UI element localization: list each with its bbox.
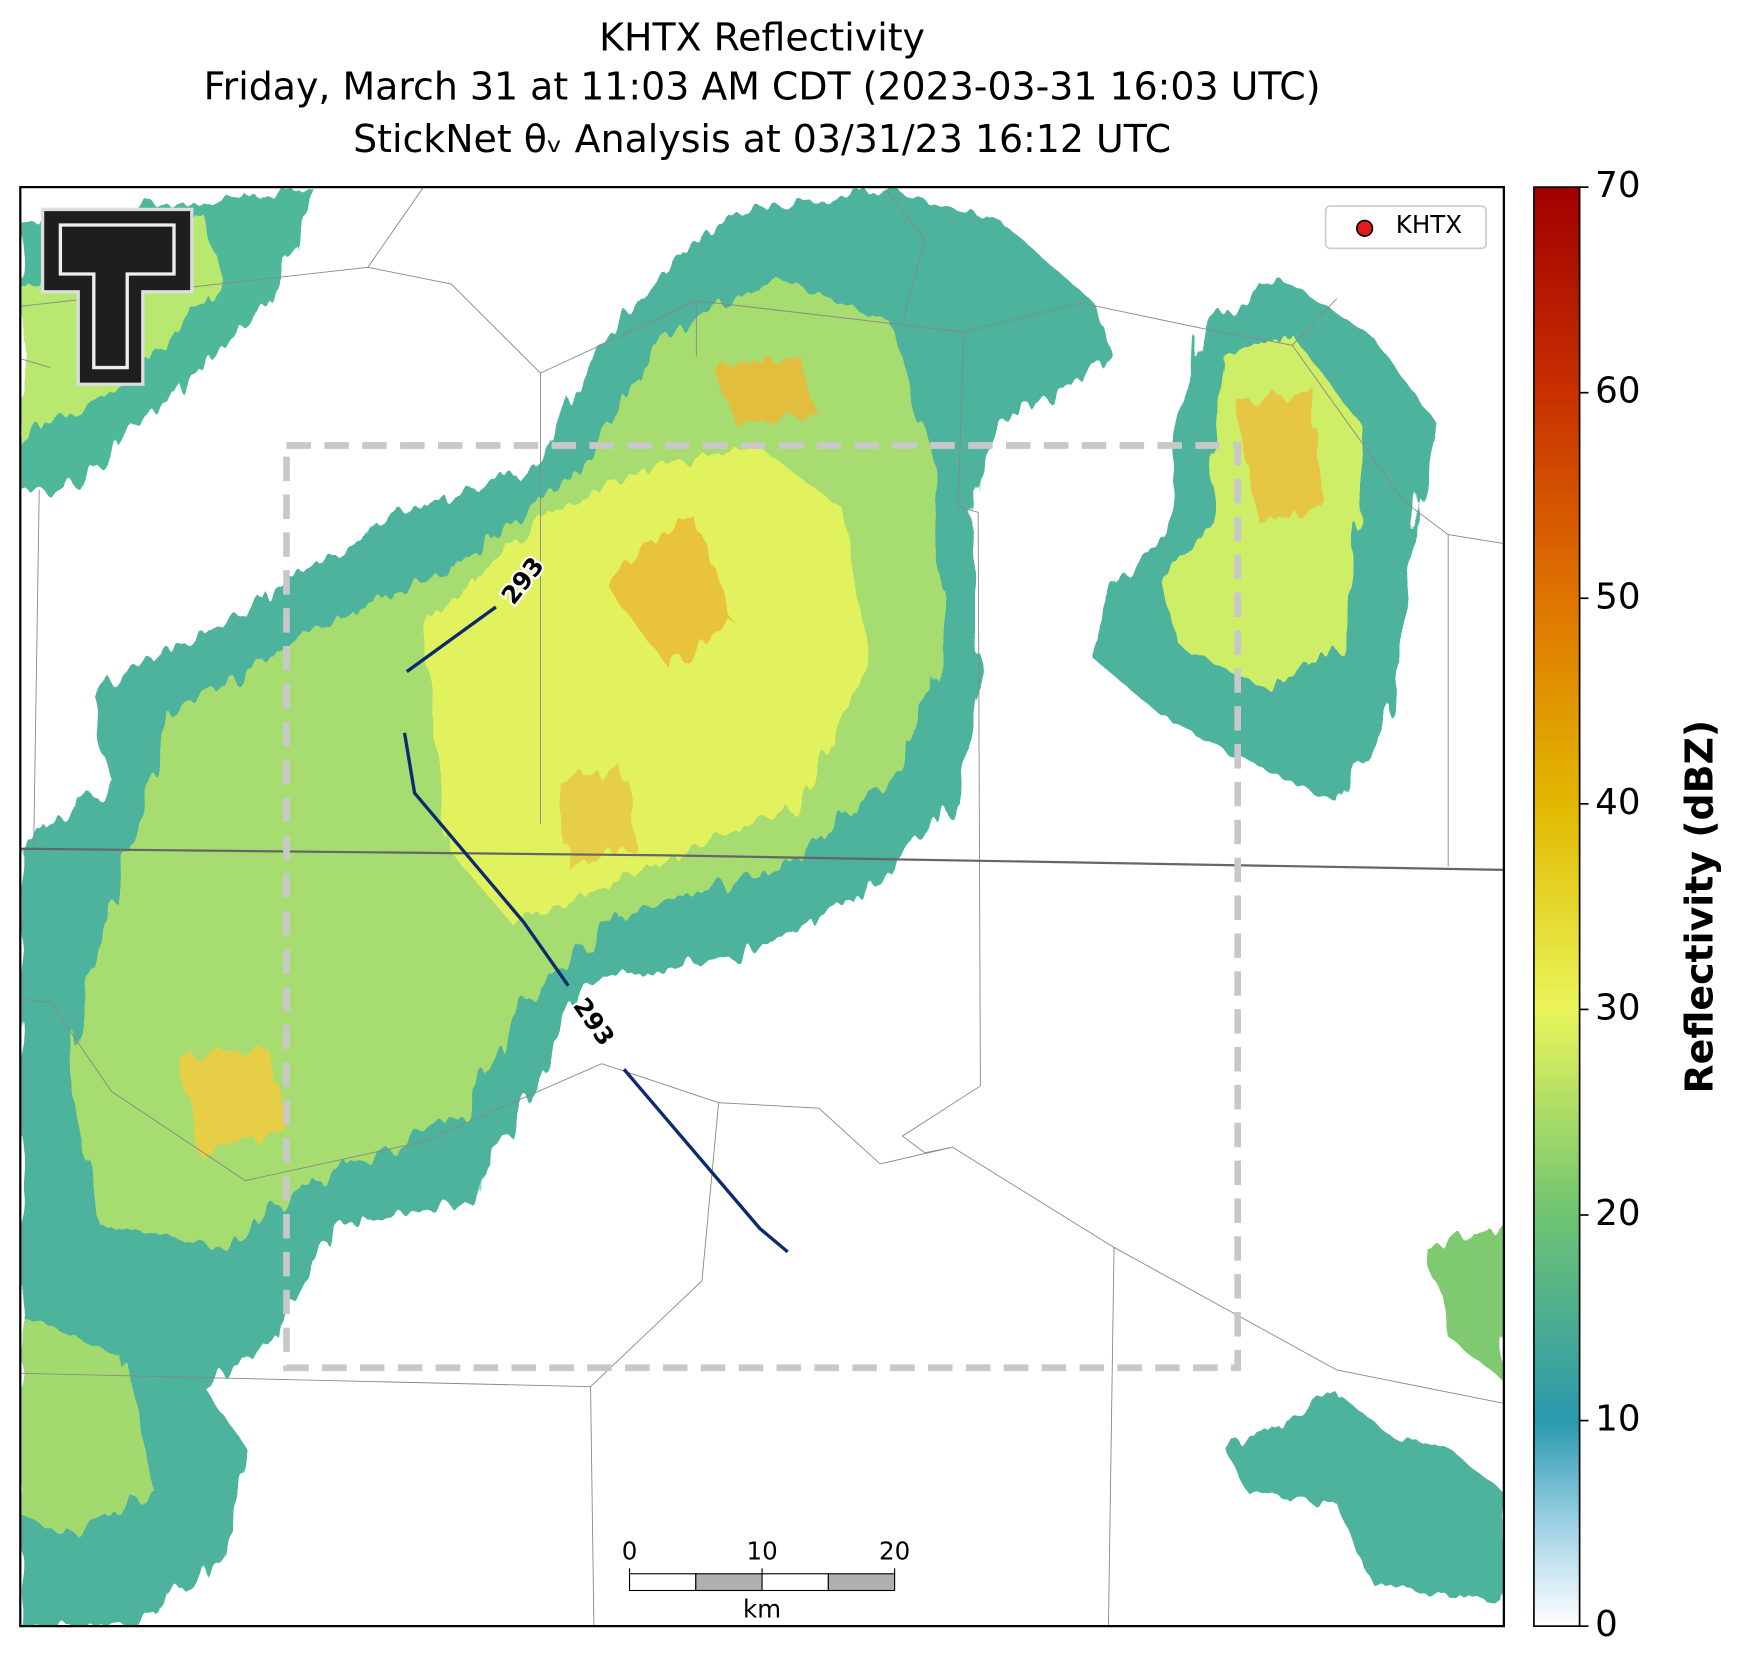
colorbar (1533, 186, 1581, 1627)
scale-segment (695, 1573, 763, 1592)
scale-segment (761, 1573, 829, 1592)
state-border (20, 847, 1504, 871)
scale-unit: km (743, 1595, 781, 1624)
contour-line (402, 732, 789, 1254)
scale-label: 20 (879, 1537, 910, 1566)
scale-label: 0 (622, 1537, 638, 1566)
colorbar-tick-label: 60 (1595, 371, 1640, 412)
colorbar-ticks: 0 10 20 30 40 50 60 70 (1579, 165, 1641, 1645)
legend-marker (1356, 219, 1374, 237)
title: KHTX Reflectivity (599, 16, 925, 60)
colorbar-tick-label: 40 (1595, 782, 1640, 823)
scale-segment (628, 1573, 697, 1592)
colorbar-tick-label: 50 (1595, 576, 1640, 617)
subtitle: StickNet θᵥ Analysis at 03/31/23 16:12 U… (353, 117, 1171, 161)
scale-label: 10 (746, 1537, 777, 1566)
colorbar-tick-label: 0 (1595, 1604, 1618, 1645)
colorbar-tick-label: 10 (1595, 1399, 1640, 1440)
subtitle: Friday, March 31 at 11:03 AM CDT (2023-0… (204, 65, 1321, 109)
county-lines (20, 187, 1504, 1627)
contour-line (405, 605, 497, 673)
scale-segment (827, 1573, 896, 1592)
map-frame (19, 186, 1505, 1628)
legend: KHTX (1324, 205, 1487, 250)
logo (40, 207, 194, 386)
legend-label: KHTX (1396, 210, 1462, 239)
colorbar-tick-label: 30 (1595, 987, 1640, 1028)
colorbar-tick-label: 70 (1595, 165, 1640, 206)
analysis-domain (283, 442, 1242, 1372)
colorbar-label: Reflectivity (dBZ) (1678, 720, 1722, 1094)
colorbar-tick-label: 20 (1595, 1193, 1640, 1234)
scale-bar: 0 10 20 km (622, 1537, 910, 1624)
